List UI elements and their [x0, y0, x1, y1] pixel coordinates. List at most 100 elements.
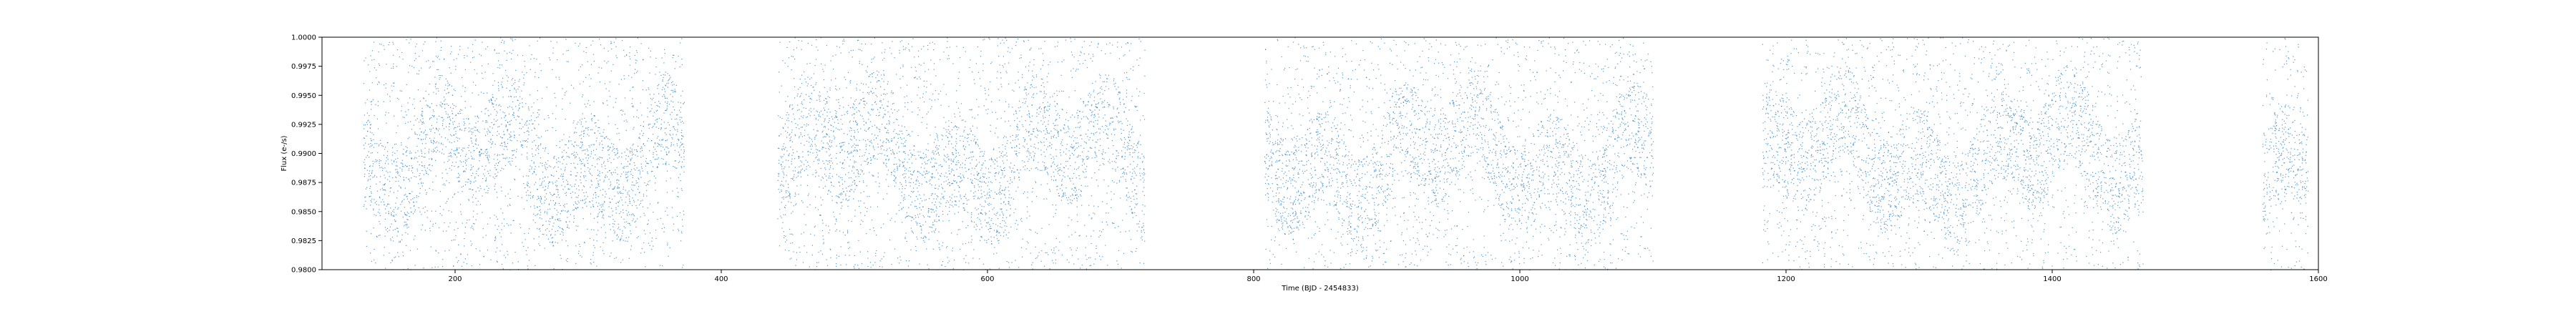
data-point: [886, 162, 887, 164]
data-point: [884, 109, 886, 111]
data-point: [869, 74, 871, 76]
data-point: [453, 265, 454, 267]
data-point: [421, 143, 423, 144]
data-point: [965, 197, 967, 199]
data-point: [507, 254, 509, 255]
data-point: [849, 185, 851, 187]
data-point: [444, 104, 446, 105]
data-point: [670, 100, 672, 102]
data-point: [927, 143, 929, 144]
data-point: [467, 254, 468, 255]
data-point: [393, 54, 394, 56]
data-point: [673, 91, 675, 92]
data-point: [884, 252, 885, 253]
data-point: [669, 74, 670, 76]
data-point: [433, 143, 434, 144]
data-point: [1138, 64, 1140, 66]
data-point: [538, 77, 540, 79]
data-point: [625, 237, 627, 238]
data-point: [625, 154, 627, 157]
data-point: [973, 156, 975, 157]
data-point: [562, 163, 563, 165]
data-point: [593, 217, 595, 219]
data-point: [557, 189, 558, 190]
data-point: [927, 49, 929, 50]
data-point: [510, 96, 512, 97]
data-point: [416, 248, 419, 250]
data-point: [567, 210, 569, 212]
data-point: [424, 147, 426, 149]
data-point: [602, 250, 604, 251]
data-point: [411, 170, 412, 172]
data-point: [1100, 77, 1101, 79]
data-point: [662, 265, 663, 267]
data-point: [678, 109, 680, 111]
data-point: [862, 100, 864, 102]
data-point: [474, 135, 476, 137]
data-point: [1120, 197, 1121, 199]
data-point: [638, 117, 639, 119]
data-point: [593, 206, 595, 207]
data-point: [1099, 132, 1101, 134]
data-point: [785, 205, 786, 206]
data-point: [1015, 82, 1016, 84]
data-point: [421, 165, 423, 167]
data-point: [471, 175, 472, 177]
data-point: [621, 114, 623, 116]
data-point: [392, 177, 394, 179]
data-point: [786, 46, 788, 48]
data-point: [661, 227, 663, 230]
data-point: [630, 147, 631, 149]
data-point: [1127, 142, 1128, 143]
data-point: [1073, 198, 1075, 200]
data-point: [591, 180, 592, 182]
data-point: [1068, 150, 1070, 152]
data-point: [904, 152, 906, 154]
data-point: [450, 119, 452, 121]
data-point: [830, 124, 831, 126]
data-point: [960, 198, 962, 200]
data-point: [573, 87, 575, 89]
data-point: [494, 237, 496, 238]
data-point: [915, 217, 917, 218]
data-point: [585, 127, 587, 129]
data-point: [459, 138, 460, 139]
data-point: [576, 208, 577, 210]
data-point: [504, 165, 506, 167]
data-point: [575, 127, 576, 129]
data-point: [883, 70, 884, 72]
data-point: [620, 163, 622, 165]
data-point: [591, 229, 592, 230]
data-point: [455, 127, 457, 129]
data-point: [657, 109, 658, 111]
data-point: [787, 96, 789, 97]
data-point: [1003, 168, 1005, 170]
data-point: [454, 90, 456, 92]
data-point: [406, 224, 408, 225]
data-point: [399, 240, 401, 242]
data-point: [963, 145, 965, 147]
data-point: [1011, 170, 1013, 172]
data-point: [479, 155, 481, 157]
data-point: [665, 109, 667, 111]
data-point: [406, 147, 408, 149]
data-point: [681, 190, 683, 191]
data-point: [497, 162, 499, 164]
data-point: [490, 147, 492, 148]
data-point: [609, 139, 610, 140]
data-point: [907, 109, 909, 110]
data-point: [597, 182, 599, 184]
data-point: [1131, 148, 1133, 149]
data-point: [583, 136, 585, 137]
data-point: [656, 119, 658, 120]
data-point: [904, 180, 907, 182]
data-point: [605, 237, 606, 238]
data-point: [1002, 213, 1004, 215]
data-point: [526, 175, 527, 177]
data-point: [960, 103, 962, 104]
data-point: [681, 117, 683, 118]
data-point: [670, 89, 672, 91]
data-point: [369, 179, 371, 180]
data-point: [929, 180, 930, 182]
data-point: [520, 144, 522, 146]
